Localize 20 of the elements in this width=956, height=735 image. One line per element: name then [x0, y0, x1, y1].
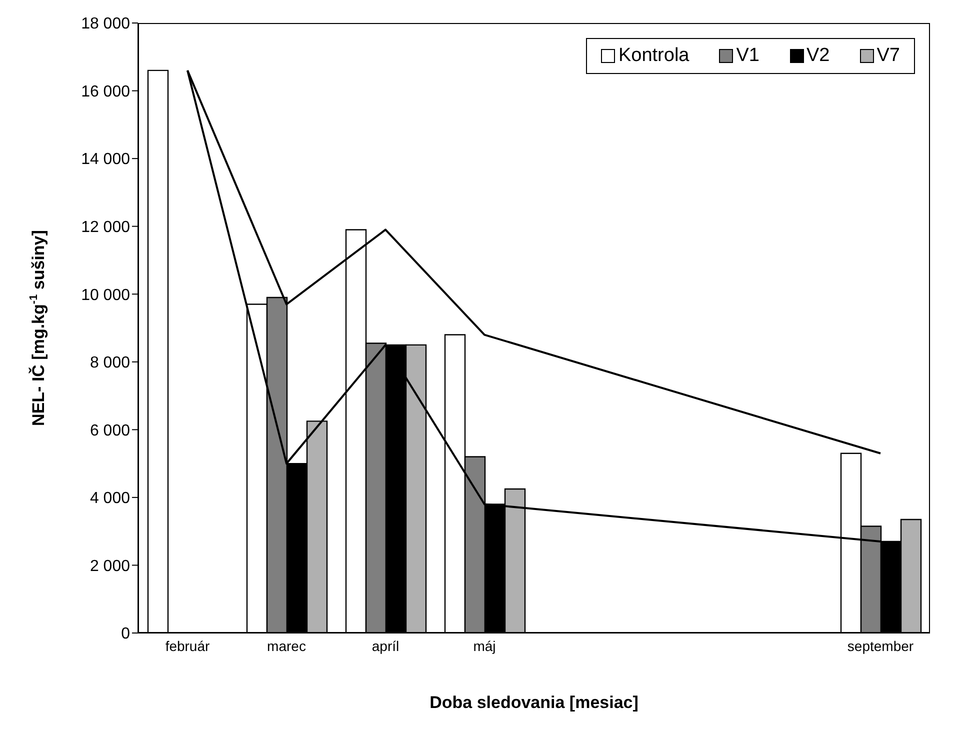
legend-label: V1 — [736, 45, 760, 67]
y-tick-label: 10 000 — [81, 286, 130, 304]
x-tick-label: február — [165, 638, 210, 654]
legend-label: Kontrola — [618, 45, 690, 67]
y-tick-label: 14 000 — [81, 151, 130, 168]
y-tick-label: 18 000 — [81, 16, 130, 33]
y-tick-label: 8 000 — [90, 354, 130, 372]
x-tick-label: máj — [473, 638, 496, 654]
legend-label: V7 — [876, 45, 900, 67]
x-tick-label: september — [847, 638, 914, 654]
x-axis-title: Doba sledovania [mesiac] — [430, 693, 638, 712]
y-tick-label: 6 000 — [90, 422, 130, 440]
y-tick-label: 2 000 — [90, 558, 130, 575]
y-tick-label: 4 000 — [90, 490, 130, 508]
y-tick-label: 16 000 — [81, 83, 130, 100]
legend-label: V2 — [806, 45, 830, 67]
y-tick-label: 0 — [121, 626, 130, 643]
x-tick-label: apríl — [372, 638, 400, 654]
x-tick-label: marec — [267, 638, 306, 654]
y-tick-label: 12 000 — [81, 219, 130, 236]
